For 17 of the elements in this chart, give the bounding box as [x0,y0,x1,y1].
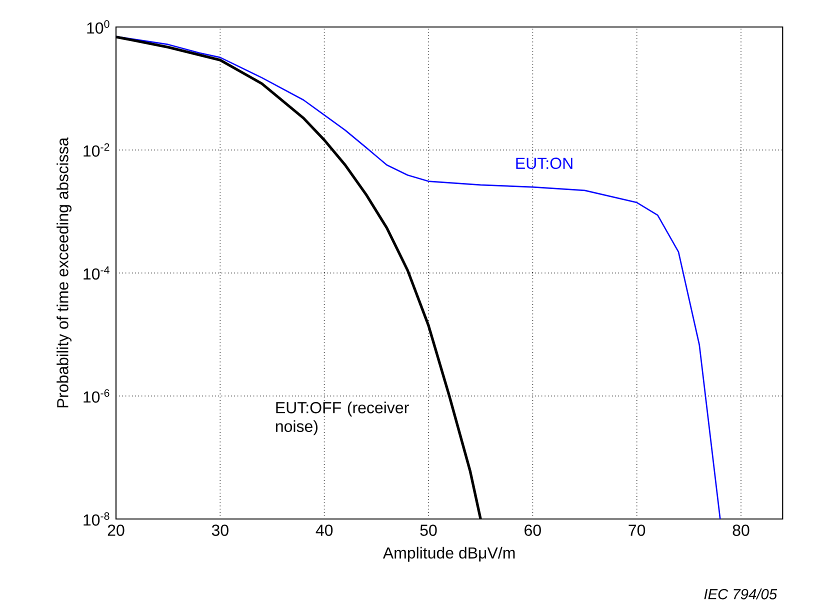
y-axis-title: Probability of time exceeding abscissa [56,137,72,408]
y-tick-label: 10$^{-8}$ [84,512,110,526]
x-tick-label: 80 [732,524,750,536]
y-tick-label: 10$^{0}$ [87,20,110,34]
x-tick-label: 30 [212,524,228,536]
text: EUT:OFF (receiver noise) [276,402,409,436]
x-tick-label: 20 [108,524,124,536]
y-tick-label: 10$^{-6}$ [84,389,110,403]
x-tick-label: 60 [524,524,541,536]
y-tick-label: 10$^{-2}$ [84,143,110,157]
series-label: EUT:ON [516,158,572,169]
x-tick-label: 40 [316,524,333,536]
x-tick-label: 70 [628,524,646,536]
y-tick-label: 10$^{-4}$ [84,266,110,280]
x-axis-title: Amplitude dBμV/m [382,546,515,562]
x-tick-label: 50 [420,524,437,536]
text: IEC 794/05 [704,588,778,600]
